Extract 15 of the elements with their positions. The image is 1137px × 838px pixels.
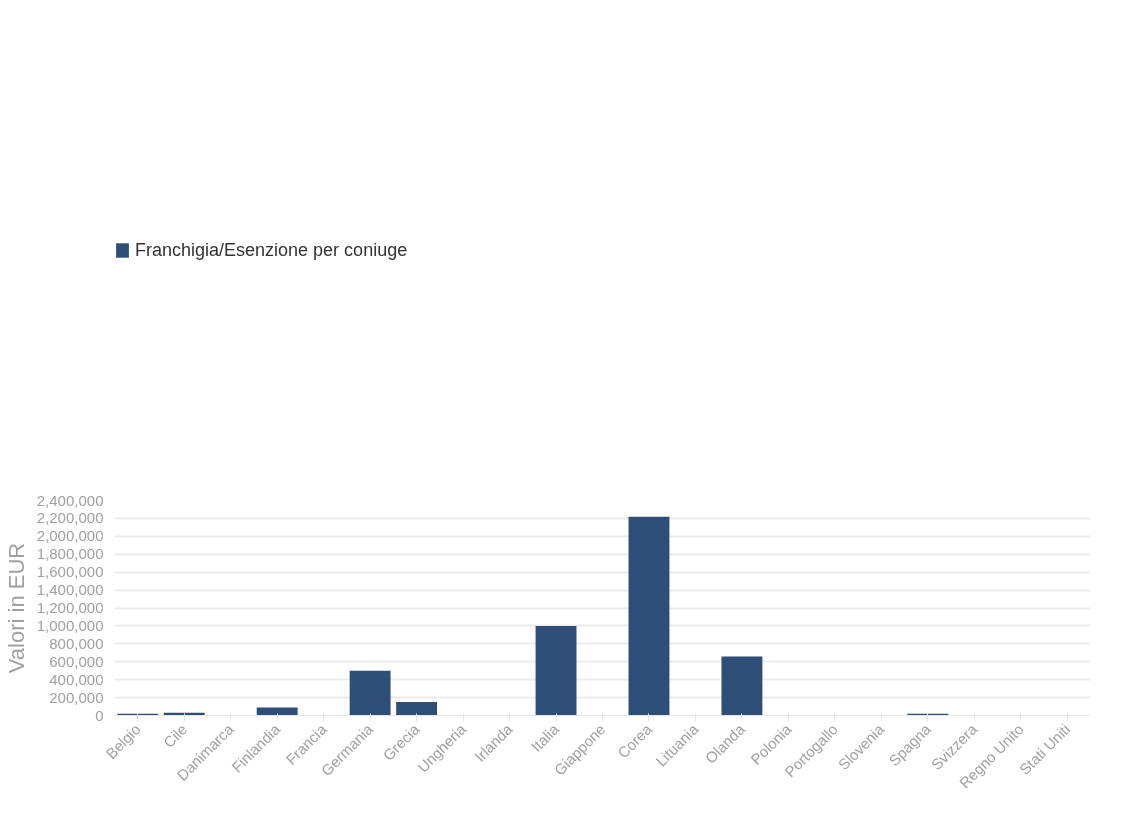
legend-label: Franchigia/Esenzione per coniuge bbox=[135, 239, 408, 261]
y-tick-label: 400,000 bbox=[49, 670, 104, 688]
y-tick-label: 0 bbox=[95, 706, 104, 724]
y-tick-label: 2,000,000 bbox=[36, 527, 104, 545]
y-tick-label: 1,000,000 bbox=[36, 616, 104, 634]
y-tick-label: 1,800,000 bbox=[36, 545, 104, 563]
y-tick-label: 200,000 bbox=[49, 688, 104, 706]
y-tick-label: 800,000 bbox=[49, 634, 104, 652]
y-tick-label: 1,600,000 bbox=[36, 563, 104, 581]
y-tick-label: 1,200,000 bbox=[36, 599, 104, 616]
y-axis-title: Valori in EUR bbox=[3, 542, 29, 674]
y-tick-label: 1,400,000 bbox=[36, 581, 104, 599]
y-tick-label: 2,200,000 bbox=[36, 509, 104, 527]
y-tick-label: 2,400,000 bbox=[36, 491, 104, 509]
y-tick-label: 600,000 bbox=[49, 652, 104, 670]
